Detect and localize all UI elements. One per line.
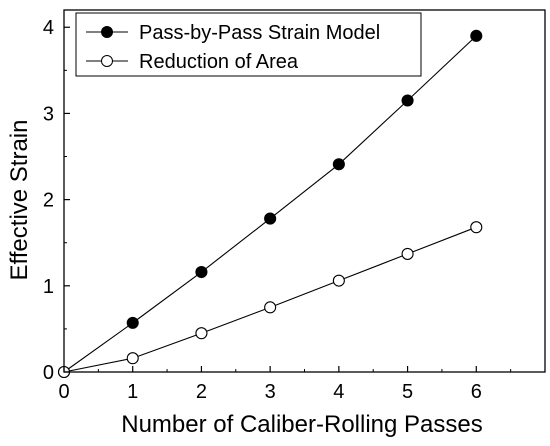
series-line-1	[63, 226, 477, 373]
data-point-series-0	[195, 265, 208, 279]
y-tick-labels: 0 1 2 3 4	[43, 17, 54, 384]
x-axis-title: Number of Caliber-Rolling Passes	[121, 411, 482, 438]
legend-marker-filled-circle	[101, 26, 113, 38]
y-tick-label: 1	[43, 276, 54, 298]
data-point-series-1	[195, 327, 208, 340]
x-tick-label: 2	[196, 381, 207, 403]
data-point-series-1	[126, 352, 139, 365]
x-tick-label: 4	[333, 381, 344, 403]
series-lines-layer	[63, 35, 477, 373]
axes-frame	[63, 9, 546, 373]
legend-box	[75, 12, 422, 77]
data-point-series-0	[126, 316, 139, 329]
x-tick-label: 5	[402, 381, 413, 403]
data-point-series-1	[470, 221, 483, 234]
y-tick-label: 4	[43, 17, 54, 39]
y-axis-title: Effective Strain	[6, 120, 33, 281]
data-point-series-0	[264, 212, 277, 225]
data-point-series-0	[470, 29, 483, 42]
y-tick-label: 2	[43, 190, 54, 212]
x-tick-labels: 0 1 2 3 4 5 6	[58, 381, 481, 403]
series-line-0	[63, 35, 477, 373]
x-tick-label: 0	[58, 381, 69, 403]
legend-marker-open-circle	[101, 55, 113, 67]
data-point-series-0	[332, 158, 345, 171]
data-point-series-1	[401, 247, 414, 260]
x-tick-label: 3	[265, 381, 276, 403]
series-markers-layer	[57, 29, 483, 379]
data-point-series-1	[264, 301, 277, 314]
legend-label-pass-by-pass: Pass-by-Pass Strain Model	[139, 22, 380, 44]
data-point-series-0	[401, 94, 414, 107]
data-point-series-1	[332, 274, 345, 287]
x-tick-label: 6	[471, 381, 482, 403]
y-tick-label: 3	[43, 103, 54, 125]
legend: Pass-by-Pass Strain Model Reduction of A…	[75, 12, 422, 77]
y-tick-label: 0	[43, 362, 54, 384]
x-tick-label: 1	[127, 381, 138, 403]
legend-label-reduction-of-area: Reduction of Area	[139, 51, 299, 73]
